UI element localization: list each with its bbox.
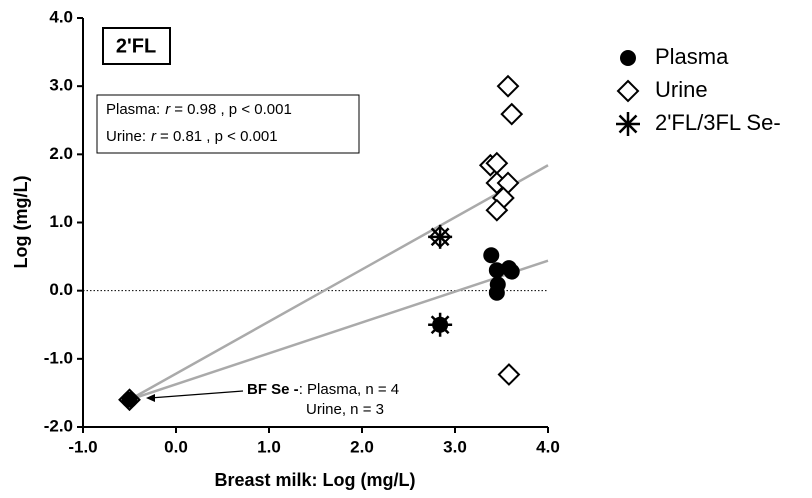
stats-box — [96, 94, 360, 154]
stats-r: r — [165, 101, 171, 118]
panel-label: 2'FL — [116, 35, 156, 57]
y-tick-label: 0.0 — [49, 280, 73, 299]
y-tick-label: 2.0 — [49, 144, 73, 163]
point — [488, 284, 505, 301]
point — [428, 224, 453, 249]
annotation-line2: Urine, n = 3 — [306, 401, 384, 418]
annotation: BF Se -: Plasma, n = 4 — [247, 381, 399, 398]
annotation-text: : Plasma, n = 4 — [299, 381, 399, 398]
x-axis-title: Breast milk: Log (mg/L) — [214, 470, 415, 490]
annotation-bold: BF Se - — [247, 381, 299, 398]
y-tick-label: 3.0 — [49, 76, 73, 95]
y-tick-label: -2.0 — [44, 416, 73, 435]
stats-r: r — [151, 128, 157, 145]
x-tick-label: -1.0 — [68, 437, 97, 456]
asterisk-stroke — [430, 227, 450, 247]
y-tick-label: 1.0 — [49, 212, 73, 231]
x-tick-label: 3.0 — [443, 437, 467, 456]
point — [488, 262, 505, 279]
asterisk-stroke — [430, 315, 450, 335]
legend-marker — [616, 79, 640, 103]
point — [497, 363, 521, 386]
annotation-arrow — [149, 390, 244, 399]
legend-marker — [616, 112, 640, 136]
y-tick-label: -1.0 — [44, 348, 73, 367]
panel-label-box — [102, 27, 171, 65]
point — [121, 391, 138, 408]
x-tick-label: 4.0 — [536, 437, 560, 456]
point — [496, 74, 520, 98]
point — [428, 312, 453, 337]
point — [485, 198, 509, 222]
fit-line — [128, 164, 549, 401]
x-tick-label: 1.0 — [257, 437, 281, 456]
legend-marker — [620, 50, 636, 66]
annotation-arrowhead — [146, 394, 155, 402]
point — [503, 263, 520, 280]
x-tick-label: 0.0 — [164, 437, 188, 456]
y-axis-title: Log (mg/L) — [11, 176, 31, 269]
stats-rest: = 0.81 , p < 0.001 — [160, 128, 278, 145]
point — [483, 247, 500, 264]
legend-label: 2'FL/3FL Se- — [655, 110, 781, 135]
stats-line: Plasma: r = 0.98 , p < 0.001 — [106, 101, 292, 118]
stats-label: Plasma: — [106, 101, 160, 118]
legend-label: Plasma — [655, 44, 729, 69]
x-tick-label: 2.0 — [350, 437, 374, 456]
point — [500, 102, 524, 126]
asterisk-stroke — [618, 114, 638, 134]
fit-line — [129, 259, 549, 401]
stats-line: Urine: r = 0.81 , p < 0.001 — [106, 128, 278, 145]
legend-label: Urine — [655, 77, 708, 102]
y-tick-label: 4.0 — [49, 7, 73, 26]
stats-rest: = 0.98 , p < 0.001 — [174, 101, 292, 118]
stats-label: Urine: — [106, 128, 146, 145]
